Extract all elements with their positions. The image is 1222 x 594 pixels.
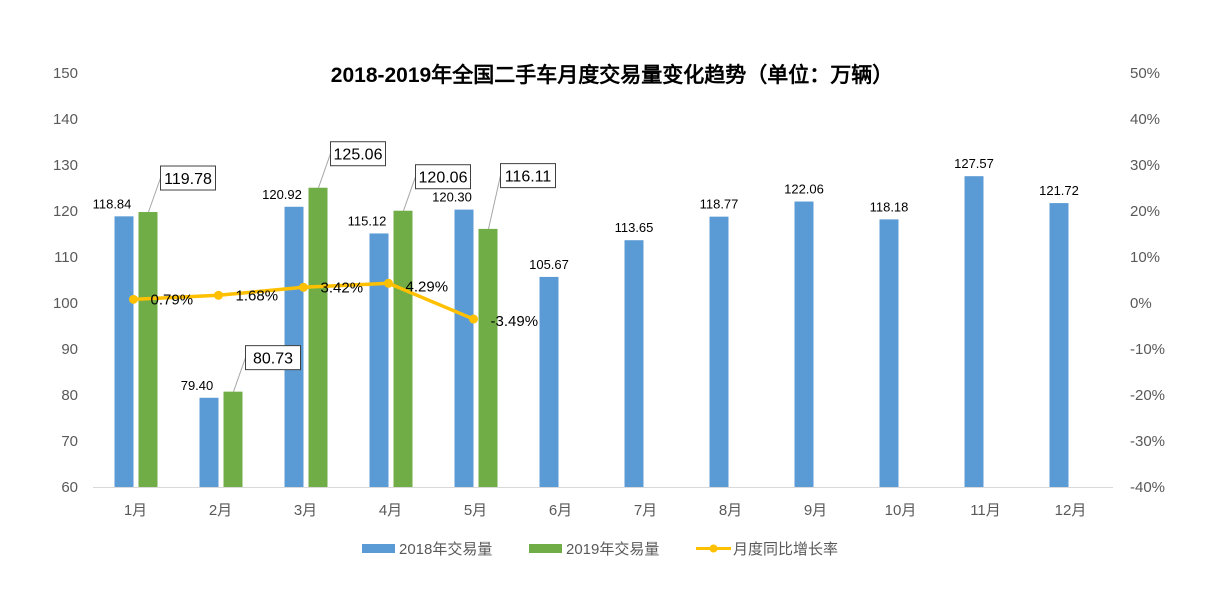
bar-2018 bbox=[454, 209, 474, 487]
growth-rate-point bbox=[129, 294, 138, 304]
y-tick-label: 60 bbox=[61, 479, 78, 496]
y2-tick-label: 0% bbox=[1130, 295, 1152, 312]
y2-tick-label: 30% bbox=[1130, 157, 1160, 174]
bar-2018-label: 105.67 bbox=[529, 257, 569, 272]
y-tick-label: 150 bbox=[53, 65, 78, 82]
growth-rate-point bbox=[469, 314, 478, 324]
y2-tick-label: 20% bbox=[1130, 203, 1160, 220]
bar-2018 bbox=[1049, 203, 1069, 487]
bar-2018-label: 120.92 bbox=[262, 187, 302, 202]
bar-2019-label: 125.06 bbox=[334, 147, 383, 164]
growth-rate-label: 3.42% bbox=[321, 279, 364, 296]
growth-rate-label: -3.49% bbox=[491, 313, 539, 330]
growth-rate-label: 1.68% bbox=[236, 287, 279, 304]
y-tick-label: 80 bbox=[61, 387, 78, 404]
bar-2019 bbox=[223, 391, 243, 487]
bar-2019-label-box bbox=[330, 141, 386, 167]
x-tick-label: 1月 bbox=[124, 502, 147, 519]
x-tick-label: 11月 bbox=[970, 502, 1001, 519]
y2-tick-label: 50% bbox=[1130, 65, 1160, 82]
bar-2019-label: 120.06 bbox=[419, 170, 468, 187]
bar-2018 bbox=[624, 240, 644, 487]
bar-2018 bbox=[369, 233, 389, 487]
x-tick-label: 2月 bbox=[209, 502, 232, 519]
y-tick-label: 100 bbox=[53, 295, 78, 312]
y-tick-label: 140 bbox=[53, 111, 78, 128]
bar-2018 bbox=[114, 216, 134, 487]
legend-label: 月度同比增长率 bbox=[733, 541, 838, 558]
bar-2018-label: 113.65 bbox=[615, 220, 654, 235]
bar-2018 bbox=[964, 176, 984, 488]
bar-2018-label: 121.72 bbox=[1039, 183, 1079, 198]
bar-2019-label: 80.73 bbox=[253, 351, 293, 368]
growth-rate-label: 0.79% bbox=[151, 291, 194, 308]
x-tick-label: 10月 bbox=[885, 502, 917, 519]
bar-2018-label: 79.40 bbox=[181, 378, 214, 393]
bar-2018 bbox=[199, 397, 219, 487]
bar-2018-label: 120.30 bbox=[432, 190, 472, 205]
growth-rate-point bbox=[384, 278, 393, 288]
bar-2018-label: 127.57 bbox=[954, 156, 994, 171]
y-tick-label: 110 bbox=[54, 249, 78, 266]
bar-2019-label: 119.78 bbox=[164, 171, 212, 188]
bar-2019-label-leader bbox=[403, 176, 416, 211]
bar-2019-label-box bbox=[160, 165, 216, 191]
bar-2018 bbox=[709, 216, 729, 487]
y-tick-label: 130 bbox=[53, 157, 78, 174]
bar-2019 bbox=[393, 210, 413, 487]
legend-label: 2019年交易量 bbox=[566, 540, 659, 558]
bar-2018-label: 115.12 bbox=[348, 213, 387, 228]
bar-2018 bbox=[794, 201, 814, 488]
y2-tick-label: -20% bbox=[1130, 387, 1165, 404]
bar-2019 bbox=[308, 187, 328, 487]
x-tick-label: 9月 bbox=[804, 502, 827, 519]
bar-2019-label-box bbox=[500, 163, 556, 189]
x-tick-label: 12月 bbox=[1055, 502, 1087, 519]
bar-2019-label-leader bbox=[488, 175, 501, 230]
bar-2019-label-box bbox=[415, 164, 471, 190]
bar-2019 bbox=[138, 212, 158, 487]
bar-2019-label: 116.11 bbox=[505, 169, 552, 186]
x-tick-label: 8月 bbox=[719, 502, 742, 519]
bar-2018-label: 122.06 bbox=[784, 182, 824, 197]
y2-tick-label: -30% bbox=[1130, 433, 1165, 450]
growth-rate-point bbox=[214, 290, 223, 300]
growth-rate-point bbox=[299, 282, 308, 292]
bar-2018 bbox=[879, 219, 899, 487]
chart-title: 2018-2019年全国二手车月度交易量变化趋势（单位：万辆） bbox=[331, 63, 893, 87]
y-tick-label: 70 bbox=[61, 433, 78, 450]
y2-tick-label: -10% bbox=[1130, 341, 1165, 358]
bar-2019 bbox=[478, 228, 498, 488]
y-tick-label: 90 bbox=[61, 341, 78, 358]
legend-swatch bbox=[362, 544, 395, 553]
legend-label: 2018年交易量 bbox=[399, 540, 492, 558]
bar-2018 bbox=[539, 276, 559, 487]
x-tick-label: 6月 bbox=[549, 502, 572, 519]
bar-2019-label-leader bbox=[318, 153, 331, 188]
bar-2018-label: 118.18 bbox=[870, 199, 909, 214]
y2-tick-label: 40% bbox=[1130, 111, 1160, 128]
bar-2019-label-box bbox=[245, 345, 301, 371]
growth-rate-label: 4.29% bbox=[406, 278, 449, 295]
bar-2018-label: 118.77 bbox=[700, 197, 739, 212]
bar-2018-label: 118.84 bbox=[93, 196, 132, 211]
bar-2019-label-leader bbox=[148, 177, 161, 213]
y-tick-label: 120 bbox=[53, 203, 78, 220]
bar-2019-label-leader bbox=[233, 357, 246, 392]
x-tick-label: 3月 bbox=[294, 502, 317, 519]
legend-swatch bbox=[529, 544, 562, 553]
y2-tick-label: 10% bbox=[1130, 249, 1160, 266]
y2-tick-label: -40% bbox=[1130, 479, 1165, 496]
x-tick-label: 7月 bbox=[634, 502, 657, 519]
x-tick-label: 4月 bbox=[379, 502, 402, 519]
x-tick-label: 5月 bbox=[464, 502, 487, 519]
legend-marker bbox=[709, 544, 718, 553]
